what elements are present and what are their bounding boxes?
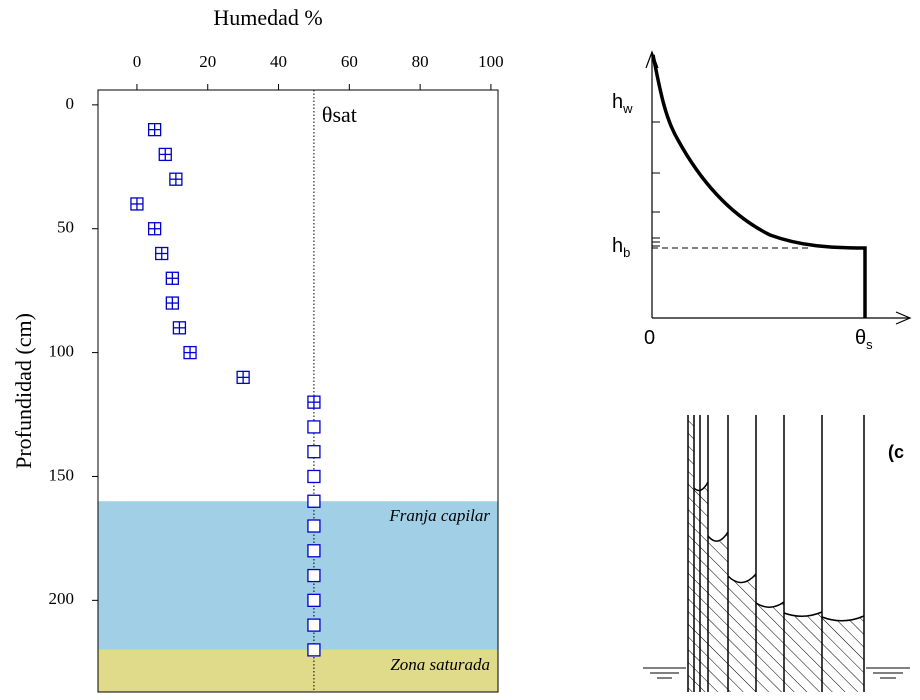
region-label: Franja capilar <box>388 506 490 525</box>
point-square <box>307 519 321 533</box>
x-tick-label: 40 <box>270 52 287 71</box>
point <box>169 172 183 186</box>
point <box>158 147 172 162</box>
tube-label: (c <box>888 442 904 462</box>
curve-diagram <box>645 50 912 325</box>
point <box>307 469 321 484</box>
label-hb: hb <box>612 235 630 260</box>
x-axis-label: Humedad % <box>213 5 322 30</box>
point <box>236 370 250 385</box>
arrow <box>895 311 912 325</box>
y-tick-label: 200 <box>49 589 75 608</box>
point <box>307 568 321 583</box>
tube-diagram <box>643 415 910 692</box>
y-tick-label: 50 <box>57 218 74 237</box>
point <box>147 222 162 236</box>
y-axis-label: Profundidad (cm) <box>11 313 36 469</box>
x-tick-label: 0 <box>133 52 142 71</box>
point <box>183 345 197 360</box>
region-label: Zona saturada <box>390 655 490 674</box>
y-tick-label: 150 <box>49 465 75 484</box>
x-tick-label: 20 <box>199 52 216 71</box>
plot-frame <box>97 89 499 693</box>
point-square <box>307 568 321 583</box>
point-square <box>307 445 321 459</box>
point <box>307 519 321 533</box>
point <box>307 445 321 459</box>
point-square <box>307 420 321 434</box>
point <box>307 544 321 558</box>
point <box>307 593 321 607</box>
label-hw: hw <box>612 91 633 116</box>
point <box>147 122 162 137</box>
point-square <box>307 469 321 484</box>
point-square <box>307 643 321 657</box>
ticks <box>652 121 660 247</box>
point <box>165 271 179 285</box>
x-tick-label: 80 <box>412 52 429 71</box>
point <box>307 395 321 409</box>
x-tick-label: 60 <box>341 52 358 71</box>
point-square <box>307 494 321 508</box>
point <box>165 296 179 310</box>
point <box>307 643 321 657</box>
label-origin: 0 <box>644 327 655 349</box>
y-tick-label: 0 <box>66 94 75 113</box>
point-square <box>307 618 321 632</box>
reference-label: θsat <box>322 102 357 127</box>
y-tick-label: 100 <box>49 342 75 361</box>
point <box>307 618 321 632</box>
curve <box>651 54 867 318</box>
point <box>307 494 321 508</box>
point <box>130 197 144 211</box>
point <box>172 321 187 335</box>
x-tick-label: 100 <box>478 52 504 71</box>
point <box>155 246 169 261</box>
point <box>307 420 321 434</box>
point-square <box>307 544 321 558</box>
label-theta-s: θs <box>855 327 873 352</box>
region <box>98 649 498 692</box>
region <box>98 501 498 650</box>
chart: Franja capilar Zona saturada 0 20 40 60 80 100 H… <box>11 5 504 693</box>
point-square <box>307 593 321 607</box>
